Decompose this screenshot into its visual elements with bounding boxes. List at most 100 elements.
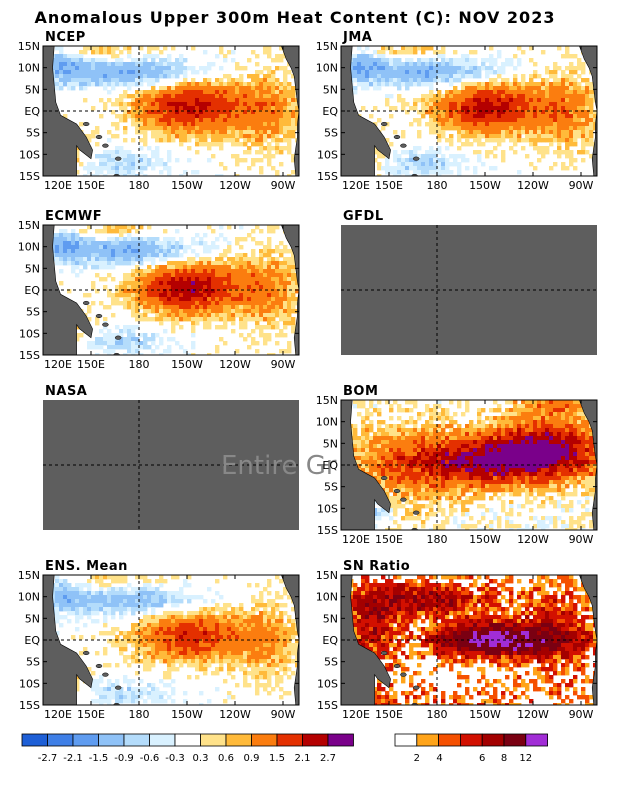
x-tick-label: 120E bbox=[342, 708, 370, 721]
island bbox=[400, 143, 407, 148]
y-tick-label: EQ bbox=[322, 634, 338, 647]
x-tick-label: 90W bbox=[271, 358, 296, 371]
land-americas bbox=[579, 46, 597, 176]
x-tick-label: 90W bbox=[271, 179, 296, 192]
colorbar-label: 0.3 bbox=[193, 753, 209, 764]
x-tick-label: 150W bbox=[171, 358, 203, 371]
y-tick-label: 10S bbox=[317, 677, 338, 690]
colorbar-swatch bbox=[302, 733, 329, 747]
x-tick-label: 180 bbox=[129, 179, 150, 192]
field-jma bbox=[341, 46, 597, 176]
colorbar-swatch bbox=[21, 733, 48, 747]
island bbox=[412, 156, 420, 161]
x-tick-label: 120E bbox=[44, 358, 72, 371]
y-tick-label: 10N bbox=[316, 416, 338, 429]
colorbar-swatch bbox=[149, 733, 176, 747]
island bbox=[380, 121, 388, 127]
y-tick-label: 15S bbox=[19, 170, 40, 183]
y-tick-label: 10S bbox=[19, 677, 40, 690]
island bbox=[95, 313, 103, 319]
sn-colorbar-swatch bbox=[481, 733, 505, 747]
land-maritime-continent bbox=[43, 225, 93, 355]
x-tick-label: 120W bbox=[517, 179, 549, 192]
x-tick-label: 180 bbox=[129, 358, 150, 371]
x-tick-label: 150W bbox=[171, 708, 203, 721]
land-americas bbox=[281, 575, 299, 705]
field-sn bbox=[341, 575, 597, 705]
y-tick-label: 5S bbox=[324, 481, 338, 494]
sn-colorbar-label: 8 bbox=[501, 753, 507, 764]
y-tick-label: 15N bbox=[316, 569, 338, 582]
x-tick-label: 150E bbox=[77, 358, 105, 371]
land-americas bbox=[579, 575, 597, 705]
y-tick-label: 5S bbox=[324, 656, 338, 669]
y-tick-label: 5S bbox=[26, 656, 40, 669]
panel-label-ens: ENS. Mean bbox=[45, 559, 128, 574]
colorbar-swatch bbox=[123, 733, 150, 747]
land-maritime-continent bbox=[43, 46, 93, 176]
colorbar-swatch bbox=[225, 733, 252, 747]
x-tick-label: 150W bbox=[469, 533, 501, 546]
y-tick-label: 5S bbox=[26, 127, 40, 140]
x-tick-label: 120E bbox=[44, 179, 72, 192]
x-tick-label: 120W bbox=[517, 533, 549, 546]
x-tick-label: 120W bbox=[219, 179, 251, 192]
y-tick-label: 5S bbox=[324, 127, 338, 140]
land-maritime-continent bbox=[341, 575, 391, 705]
colorbar-label: -0.3 bbox=[165, 753, 185, 764]
colorbar-label: 1.5 bbox=[269, 753, 285, 764]
y-tick-label: 10N bbox=[18, 241, 40, 254]
panel-sn: SN Ratio 15N 10N 5N EQ 5S 10S 15S 120E 150E 180 150… bbox=[316, 559, 598, 721]
x-tick-label: 150E bbox=[77, 179, 105, 192]
land-americas bbox=[281, 46, 299, 176]
island bbox=[393, 488, 401, 494]
colorbar-swatch bbox=[47, 733, 74, 747]
y-tick-label: EQ bbox=[322, 459, 338, 472]
x-tick-label: 90W bbox=[569, 533, 594, 546]
land-maritime-continent bbox=[341, 400, 391, 530]
y-tick-label: 5N bbox=[323, 83, 338, 96]
island bbox=[114, 335, 122, 340]
colorbar-label: -1.5 bbox=[89, 753, 109, 764]
panel-gfdl: GFDL bbox=[341, 209, 597, 355]
island bbox=[380, 650, 388, 656]
island bbox=[393, 663, 401, 669]
x-tick-label: 120E bbox=[44, 708, 72, 721]
panel-label-sn: SN Ratio bbox=[343, 559, 410, 574]
colorbar-label: -0.9 bbox=[114, 753, 134, 764]
x-tick-label: 150W bbox=[469, 179, 501, 192]
y-tick-label: 10N bbox=[316, 62, 338, 75]
x-tick-label: 150W bbox=[171, 179, 203, 192]
sn-colorbar-label: 4 bbox=[436, 753, 442, 764]
y-tick-label: EQ bbox=[322, 105, 338, 118]
y-tick-label: 5N bbox=[25, 83, 40, 96]
y-tick-label: 15S bbox=[317, 524, 338, 537]
colorbar-label: 2.1 bbox=[295, 753, 311, 764]
y-tick-label: 5N bbox=[25, 262, 40, 275]
panel-ncep: NCEP 15N 10N 5N EQ 5S 10S 15S 120E 150E 180 150W 120… bbox=[18, 30, 300, 192]
colorbar-swatch bbox=[98, 733, 125, 747]
colorbar-swatch bbox=[200, 733, 227, 747]
land-maritime-continent bbox=[341, 46, 391, 176]
panel-jma: JMA 15N 10N 5N EQ 5S 10S 15S 120E 150E 180 150W 120W… bbox=[316, 30, 598, 192]
island bbox=[82, 650, 90, 656]
panels-layer: NCEP 15N 10N 5N EQ 5S 10S 15S 120E 150E 180 150W 120… bbox=[18, 30, 598, 721]
y-tick-label: 10S bbox=[317, 502, 338, 515]
x-tick-label: 120E bbox=[342, 179, 370, 192]
y-tick-label: 5S bbox=[26, 306, 40, 319]
x-tick-label: 120W bbox=[219, 708, 251, 721]
sn-colorbar-swatch bbox=[503, 733, 527, 747]
colorbar-label: -2.7 bbox=[38, 753, 58, 764]
colorbar-swatch bbox=[276, 733, 303, 747]
island bbox=[393, 134, 401, 140]
land-americas bbox=[579, 400, 597, 530]
x-tick-label: 120W bbox=[219, 358, 251, 371]
y-tick-label: 10N bbox=[18, 591, 40, 604]
x-tick-label: 120E bbox=[342, 533, 370, 546]
sn-colorbar: 2 4 6 8 12 bbox=[394, 733, 548, 764]
y-tick-label: 10S bbox=[317, 148, 338, 161]
y-tick-label: 15N bbox=[316, 394, 338, 407]
y-tick-label: 5N bbox=[25, 612, 40, 625]
island bbox=[114, 156, 122, 161]
